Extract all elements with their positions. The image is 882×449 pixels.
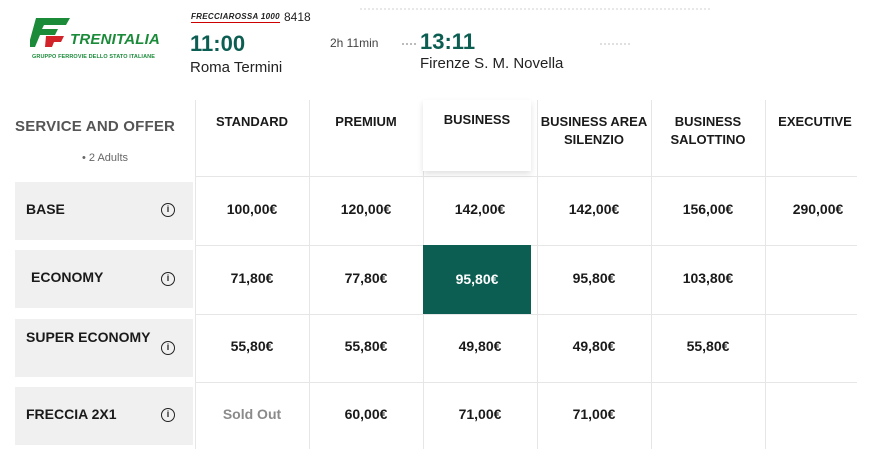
column-header-business-area-silenzio[interactable]: BUSINESS AREA SILENZIO	[540, 114, 648, 147]
row-label-text: SUPER ECONOMY	[26, 329, 151, 345]
grid-line	[309, 100, 310, 449]
departure-station: Roma Termini	[190, 59, 283, 76]
row-label-economy: ECONOMY i	[15, 250, 193, 308]
trenitalia-logo[interactable]: TRENITALIA GRUPPO FERROVIE DELLO STATO I…	[30, 14, 170, 64]
column-header-business[interactable]: BUSINESS	[423, 100, 531, 171]
price-cell[interactable]: 103,80€	[682, 270, 734, 286]
price-cell[interactable]: 120,00€	[340, 201, 392, 217]
grid-line	[195, 100, 196, 449]
price-cell[interactable]: 55,80€	[230, 338, 274, 354]
price-cell[interactable]: 142,00€	[454, 201, 506, 217]
price-cell[interactable]: 100,00€	[226, 201, 278, 217]
train-number: 8418	[284, 10, 311, 24]
price-cell[interactable]: 71,00€	[458, 406, 502, 422]
grid-line	[195, 314, 857, 315]
price-cell[interactable]: 60,00€	[344, 406, 388, 422]
price-cell[interactable]: 55,80€	[344, 338, 388, 354]
departure-time: 11:00	[190, 31, 246, 56]
info-icon[interactable]: i	[161, 203, 175, 217]
train-brand: FRECCIAROSSA 1000	[191, 12, 280, 23]
header-divider	[360, 0, 710, 10]
info-icon[interactable]: i	[161, 341, 175, 355]
row-label-base: BASE i	[15, 182, 193, 240]
price-cell[interactable]: 71,00€	[572, 406, 616, 422]
logo-wordmark: TRENITALIA	[70, 31, 161, 48]
price-cell[interactable]: 55,80€	[686, 338, 730, 354]
price-cell[interactable]: 142,00€	[568, 201, 620, 217]
price-cell[interactable]: 77,80€	[344, 270, 388, 286]
service-offer-header: SERVICE AND OFFER	[15, 118, 176, 135]
price-cell-selected[interactable]: 95,80€	[423, 245, 531, 314]
arrival-station: Firenze S. M. Novella	[420, 55, 564, 72]
price-cell[interactable]: 71,80€	[230, 270, 274, 286]
arrival-time: 13:11	[420, 29, 476, 54]
grid-line	[195, 176, 857, 177]
info-icon[interactable]: i	[161, 408, 175, 422]
price-cell[interactable]: 290,00€	[792, 201, 844, 217]
price-cell[interactable]: 95,80€	[572, 270, 616, 286]
trip-duration: 2h 11min	[330, 36, 379, 50]
info-icon[interactable]: i	[161, 272, 175, 286]
column-header-premium[interactable]: PREMIUM	[335, 114, 397, 129]
logo-subtitle: GRUPPO FERROVIE DELLO STATO ITALIANE	[32, 54, 155, 60]
column-header-executive[interactable]: EXECUTIVE	[778, 114, 852, 129]
row-label-freccia-2x1: FRECCIA 2X1 i	[15, 387, 193, 445]
row-label-text: ECONOMY	[31, 269, 104, 285]
column-header-standard[interactable]: STANDARD	[216, 114, 288, 129]
arrival-divider	[600, 43, 630, 45]
column-header-business-salottino[interactable]: BUSINESS SALOTTINO	[670, 114, 746, 147]
sold-out-cell: Sold Out	[222, 406, 282, 422]
price-cell[interactable]: 156,00€	[682, 201, 734, 217]
route-connector	[402, 43, 416, 45]
row-label-text: BASE	[26, 201, 65, 217]
row-label-text: FRECCIA 2X1	[26, 406, 117, 422]
grid-line	[765, 100, 766, 449]
grid-line	[195, 382, 857, 383]
fs-logo-icon	[30, 18, 70, 47]
grid-line	[537, 100, 538, 449]
row-label-super-economy: SUPER ECONOMY i	[15, 319, 193, 377]
passenger-count: • 2 Adults	[82, 152, 129, 164]
price-cell[interactable]: 49,80€	[572, 338, 616, 354]
price-cell[interactable]: 49,80€	[458, 338, 502, 354]
grid-line	[651, 100, 652, 449]
